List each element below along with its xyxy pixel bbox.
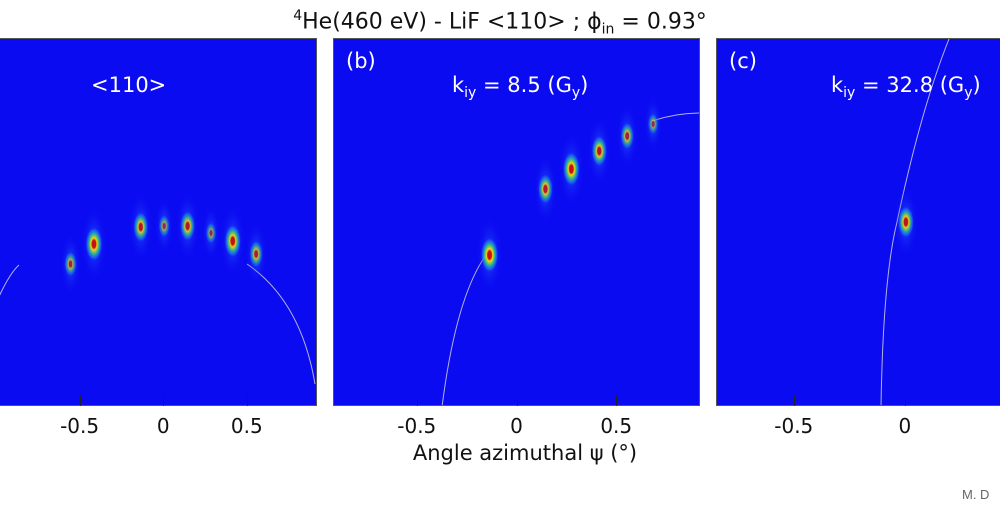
title-phi: ϕ <box>587 9 602 35</box>
panel-b-k-value: = 8.5 (G <box>476 73 572 97</box>
diffraction-spot <box>476 217 503 293</box>
x-tick <box>246 396 248 406</box>
x-tick <box>79 396 81 406</box>
panel-b: (b) kiy = 8.5 (Gy) <box>333 38 700 406</box>
diffraction-spot <box>220 204 246 278</box>
x-tick-label: 0 <box>156 414 170 438</box>
diffraction-spot <box>893 186 918 258</box>
x-tick <box>163 396 165 406</box>
figure-title: 4He(460 eV) - LiF <110> ; ϕin = 0.93° <box>0 2 1000 44</box>
scattering-arc <box>0 264 20 296</box>
x-tick-label: -0.5 <box>60 414 100 438</box>
panel-c-k-end: ) <box>972 73 981 97</box>
x-tick-label: -0.5 <box>397 414 437 438</box>
x-tick <box>516 396 518 406</box>
x-tick <box>793 396 795 406</box>
panel-c-id: (c) <box>729 49 757 73</box>
panel-c-g-sub: y <box>964 85 973 102</box>
author-credit: M. D <box>962 487 990 502</box>
x-tick <box>616 396 618 406</box>
x-tick <box>904 396 906 406</box>
panel-b-k-sub: iy <box>464 85 477 102</box>
x-tick-label: 0.5 <box>600 414 633 438</box>
x-tick-label: 0 <box>510 414 523 438</box>
x-tick-label: -0.5 <box>774 414 814 438</box>
diffraction-spot <box>245 222 267 286</box>
panel-b-plot <box>441 97 699 405</box>
panel-c-label: kiy = 32.8 (Gy) <box>831 73 981 101</box>
panel-b-id: (b) <box>346 49 376 73</box>
panel-c-k-value: = 32.8 (G <box>855 73 965 97</box>
panel-b-label: kiy = 8.5 (Gy) <box>452 73 588 101</box>
diffraction-spot <box>533 155 557 223</box>
diffraction-spot <box>129 193 153 261</box>
panel-b-k: k <box>452 73 465 97</box>
title-main: He(460 eV) - LiF <110> ; <box>302 9 588 35</box>
x-tick-label: 0 <box>898 414 912 438</box>
diffraction-spot <box>202 206 220 260</box>
diffraction-spot <box>616 104 638 168</box>
panel-b-g-sub: y <box>571 85 581 102</box>
panel-c-k: k <box>831 73 844 97</box>
panel-b-k-end: ) <box>580 73 589 97</box>
panel-a-label: <110> <box>91 73 167 97</box>
x-tick-label: 0.5 <box>986 414 1000 438</box>
x-axis-label: Angle azimuthal ψ (°) <box>412 441 638 465</box>
diffraction-spot <box>60 234 81 294</box>
title-subscript: in <box>601 21 615 38</box>
x-tick <box>416 396 418 406</box>
panel-c-plot <box>880 39 950 405</box>
title-superscript: 4 <box>293 8 303 24</box>
diffraction-spot <box>587 116 612 186</box>
panel-c: (c) kiy = 32.8 (Gy) <box>716 38 1000 406</box>
diffraction-spot <box>176 192 200 260</box>
title-value: = 0.93° <box>614 9 707 35</box>
panel-a-plot <box>0 192 316 385</box>
diffraction-spot <box>155 198 174 254</box>
diffraction-spot <box>558 131 585 207</box>
x-tick-label: 0.5 <box>230 414 263 438</box>
diffraction-spot <box>644 97 662 151</box>
diffraction-spot <box>81 206 107 282</box>
panel-c-k-sub: iy <box>843 85 856 102</box>
panel-a: <110> <box>0 38 317 406</box>
